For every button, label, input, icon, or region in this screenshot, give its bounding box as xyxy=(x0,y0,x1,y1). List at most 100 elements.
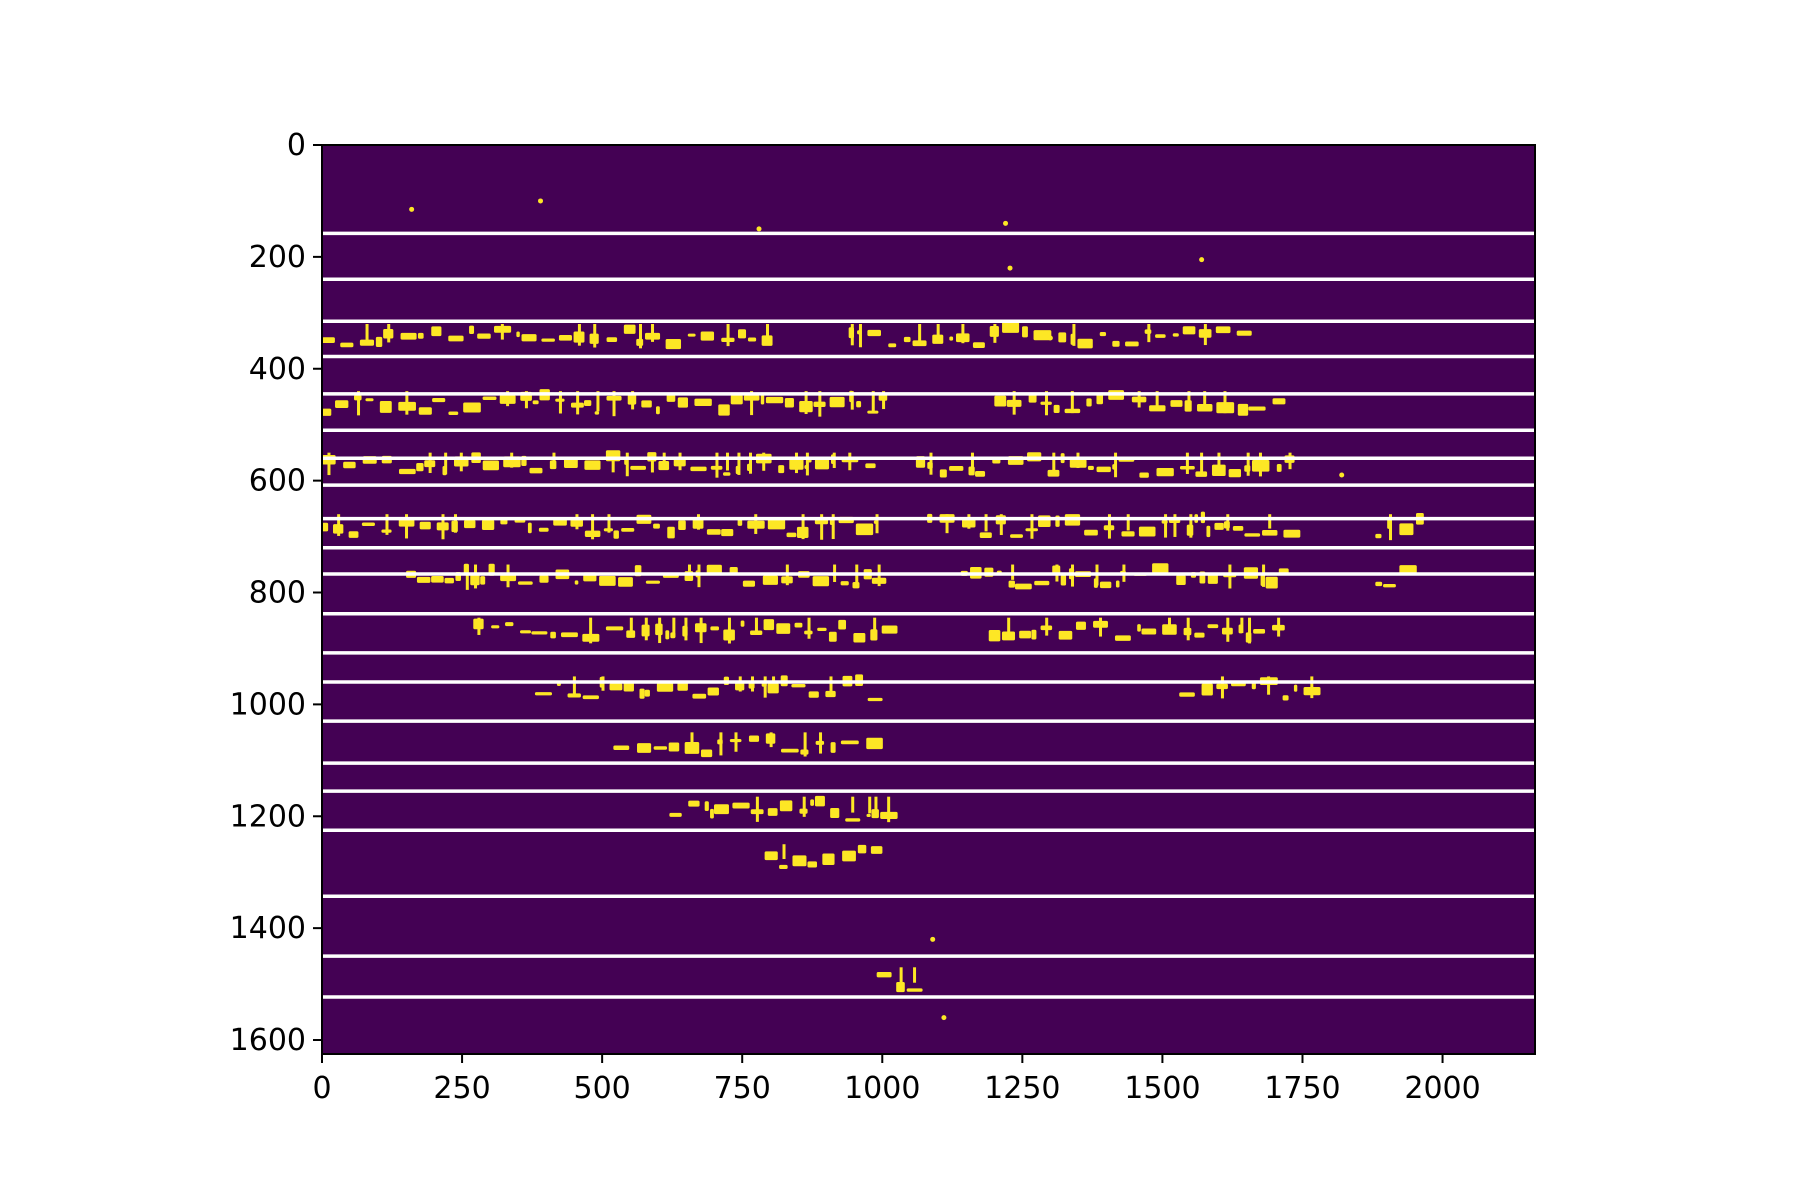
ink-stroke xyxy=(802,796,806,817)
y-tick-label: 400 xyxy=(249,352,306,387)
ink-stroke xyxy=(1240,617,1244,633)
ink-stroke xyxy=(650,452,654,473)
ink-stroke xyxy=(405,391,409,415)
image-background xyxy=(322,145,1535,1054)
ink-stroke xyxy=(1141,628,1157,635)
ink-stroke xyxy=(1200,452,1204,474)
ink-stroke xyxy=(1077,338,1093,349)
ink-stroke xyxy=(641,400,652,408)
ink-stroke xyxy=(639,688,645,699)
ink-stroke xyxy=(448,335,464,342)
ink-stroke xyxy=(690,732,694,747)
ink-stroke xyxy=(1283,529,1301,538)
ink-stroke xyxy=(782,844,786,860)
ink-stroke xyxy=(1206,525,1211,538)
ink-stroke xyxy=(589,617,593,644)
ink-stroke xyxy=(1201,683,1213,696)
ink-stroke xyxy=(563,457,578,468)
ink-band xyxy=(322,450,876,478)
ink-stroke xyxy=(482,396,497,400)
ink-stroke xyxy=(762,452,766,471)
ink-stroke xyxy=(899,967,903,985)
ink-stroke xyxy=(510,452,514,468)
ink-stroke xyxy=(810,799,815,806)
ink-stroke xyxy=(750,630,763,635)
ink-stroke xyxy=(690,466,707,472)
ink-stroke xyxy=(842,850,856,862)
ink-stroke xyxy=(454,514,458,533)
ink-stroke xyxy=(1186,617,1190,641)
ink-stroke xyxy=(1244,533,1261,537)
ink-stroke xyxy=(1138,526,1156,537)
ink-stroke xyxy=(1012,391,1016,415)
ink-stroke xyxy=(763,619,775,631)
ink-stroke xyxy=(379,401,392,413)
ink-stroke xyxy=(1236,330,1252,336)
ink-stroke xyxy=(721,528,734,537)
ink-stroke xyxy=(1028,394,1037,403)
ink-stroke xyxy=(1277,617,1281,637)
ink-stroke xyxy=(719,732,723,756)
ink-stroke xyxy=(765,396,784,404)
ink-stroke xyxy=(516,331,520,338)
ink-stroke xyxy=(684,742,700,754)
ink-stroke xyxy=(1126,514,1130,531)
ink-stroke xyxy=(881,625,898,634)
ink-stroke xyxy=(1246,452,1250,476)
ink-stroke xyxy=(517,581,533,585)
ink-stroke xyxy=(781,748,799,753)
ink-stroke xyxy=(779,800,793,812)
ink-stroke xyxy=(417,332,424,339)
y-tick-label: 1400 xyxy=(230,911,306,946)
ink-stroke xyxy=(766,324,770,344)
ink-stroke xyxy=(1215,326,1231,334)
ink-stroke xyxy=(772,676,776,692)
ink-stroke xyxy=(767,808,778,816)
ink-stroke xyxy=(1076,452,1080,469)
ink-stroke xyxy=(1014,583,1032,590)
ink-stroke xyxy=(1226,617,1230,642)
ink-stroke xyxy=(361,522,375,527)
ink-stroke xyxy=(738,329,747,339)
ink-stroke xyxy=(855,523,874,536)
ink-stroke xyxy=(335,400,349,408)
ink-stroke xyxy=(988,629,1001,642)
ink-stroke xyxy=(704,801,709,812)
ink-stroke xyxy=(1060,574,1067,586)
ink-stroke xyxy=(819,732,823,754)
ink-stroke xyxy=(829,396,845,408)
ink-stroke xyxy=(1232,525,1244,531)
ink-stroke xyxy=(707,687,719,696)
ink-stroke xyxy=(678,520,686,531)
ink-stroke xyxy=(1375,581,1383,587)
ink-stroke xyxy=(1152,563,1169,574)
ink-stroke xyxy=(762,575,778,585)
ink-stroke xyxy=(576,391,580,415)
ink-stroke xyxy=(1107,514,1111,539)
ink-stroke xyxy=(776,623,791,634)
ink-stroke xyxy=(742,580,756,587)
y-tick-label: 600 xyxy=(249,464,306,499)
ink-stroke xyxy=(524,391,528,409)
y-tick-label: 800 xyxy=(249,576,306,611)
ink-stroke xyxy=(875,514,879,534)
ink-stroke xyxy=(1047,469,1060,477)
ink-stroke xyxy=(1268,514,1272,529)
x-tick-label: 1000 xyxy=(844,1071,920,1106)
ink-stroke xyxy=(343,461,356,469)
ink-stroke xyxy=(623,324,636,334)
ink-stroke xyxy=(416,576,431,583)
ink-stroke xyxy=(1194,632,1205,638)
ink-stroke xyxy=(866,737,883,750)
ink-stroke xyxy=(1172,333,1179,337)
ink-stroke xyxy=(845,818,861,822)
ink-stroke xyxy=(710,808,714,819)
ink-stroke xyxy=(340,342,354,348)
ink-stroke xyxy=(1155,334,1166,338)
ink-stroke xyxy=(529,467,543,474)
ink-stroke xyxy=(794,622,803,628)
ink-stroke xyxy=(688,800,700,807)
ink-stroke xyxy=(327,452,331,476)
ink-stroke xyxy=(1267,676,1271,695)
